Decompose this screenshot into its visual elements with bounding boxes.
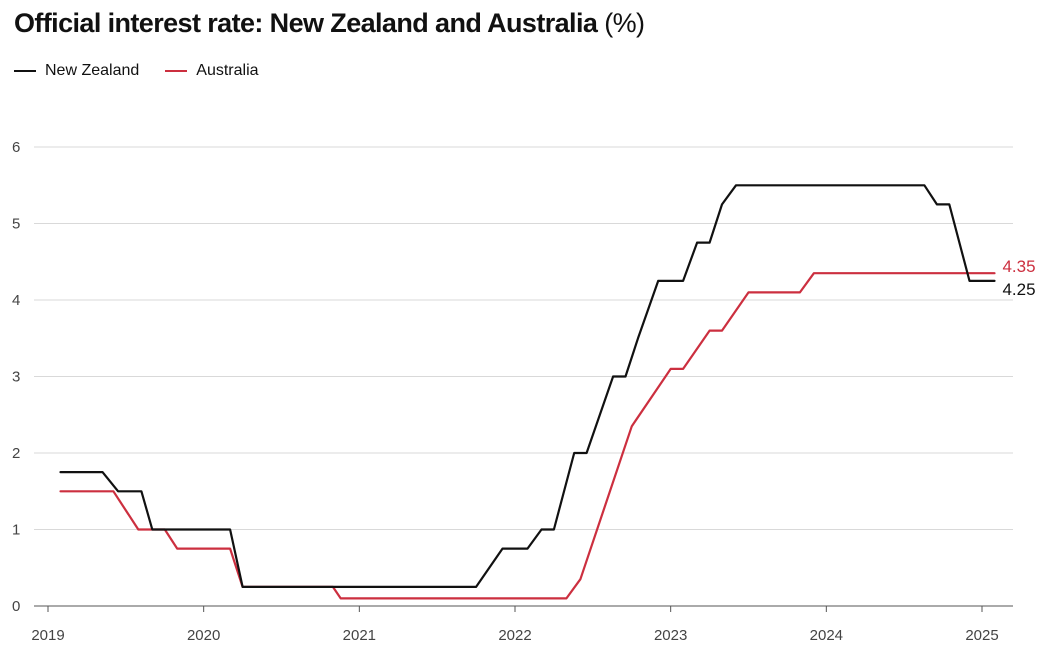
x-tick-label-2021: 2021 xyxy=(343,627,376,644)
y-tick-label-3: 3 xyxy=(12,369,20,386)
legend: New Zealand Australia xyxy=(14,62,285,80)
end-label-new-zealand: 4.25 xyxy=(1002,280,1035,299)
x-tick-label-2025: 2025 xyxy=(965,627,998,644)
y-tick-label-2: 2 xyxy=(12,445,20,462)
legend-item-new-zealand: New Zealand xyxy=(14,62,139,80)
x-tick-label-2022: 2022 xyxy=(498,627,531,644)
chart-title-text: Official interest rate: New Zealand and … xyxy=(14,8,598,38)
x-tick-label-2024: 2024 xyxy=(810,627,843,644)
series-lines xyxy=(59,184,996,600)
series-line-australia xyxy=(59,272,996,600)
end-labels: 4.35 4.25 xyxy=(1002,257,1035,299)
legend-label-new-zealand: New Zealand xyxy=(45,62,140,79)
y-tick-label-4: 4 xyxy=(12,292,20,309)
y-tick-label-0: 0 xyxy=(12,598,20,615)
legend-swatch-new-zealand xyxy=(14,70,36,72)
legend-item-australia: Australia xyxy=(165,62,259,80)
chart-title-unit: (%) xyxy=(604,8,645,38)
x-tick-label-2019: 2019 xyxy=(31,627,64,644)
axes: 0 1 2 3 4 5 6 2019 2020 2021 2022 2023 2024 2025 xyxy=(12,139,1013,644)
series-line-new-zealand xyxy=(59,184,996,588)
legend-label-australia: Australia xyxy=(196,62,259,79)
y-tick-label-5: 5 xyxy=(12,216,20,233)
y-tick-label-6: 6 xyxy=(12,139,20,156)
legend-swatch-australia xyxy=(165,70,188,72)
y-tick-label-1: 1 xyxy=(12,522,20,539)
gridlines xyxy=(34,146,1013,530)
x-tick-label-2020: 2020 xyxy=(187,627,220,644)
x-tick-label-2023: 2023 xyxy=(654,627,687,644)
chart-title: Official interest rate: New Zealand and … xyxy=(14,8,645,39)
end-label-australia: 4.35 xyxy=(1002,257,1035,276)
